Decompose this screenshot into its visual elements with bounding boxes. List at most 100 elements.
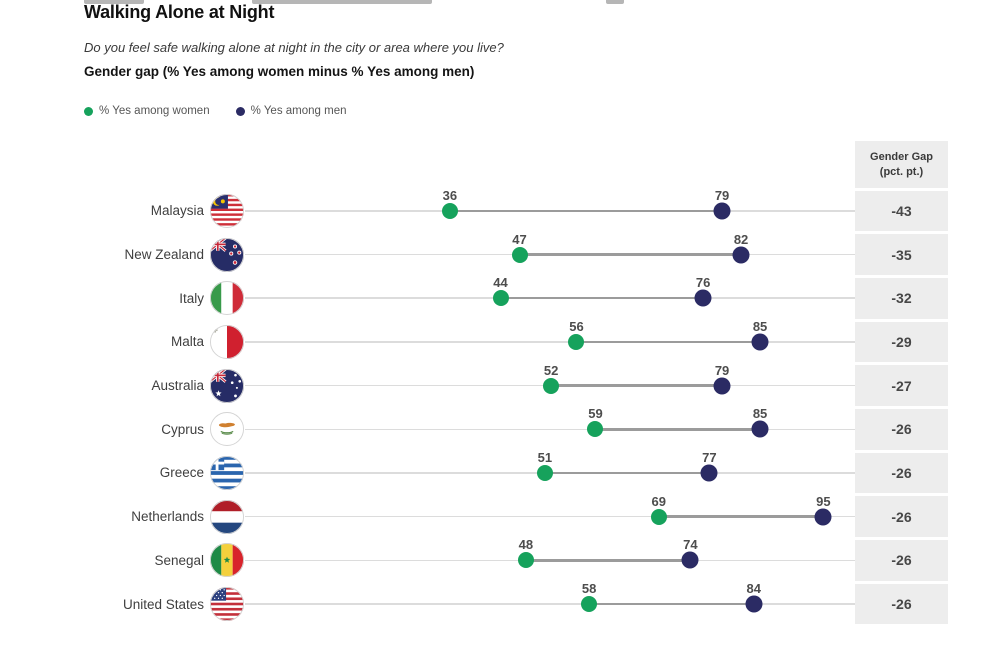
gap-header-line2: (pct. pt.) <box>879 165 924 178</box>
women-value-label: 36 <box>442 187 458 203</box>
row-plot-area: 51 77 <box>222 449 855 495</box>
country-row: Netherlands 69 95 -26 <box>0 493 1000 539</box>
dumbbell-connector <box>519 253 742 256</box>
gap-column-header: Gender Gap (pct. pt.) <box>855 141 948 188</box>
women-value-label: 56 <box>569 318 584 334</box>
country-label: Greece <box>159 465 204 481</box>
measure-label: Gender gap (% Yes among women minus % Ye… <box>84 64 475 79</box>
women-value-dot <box>517 552 534 569</box>
women-value-label: 44 <box>493 275 508 291</box>
row-plot-area: 47 82 <box>222 231 855 277</box>
men-value-dot <box>694 289 712 307</box>
gap-header-line1: Gender Gap <box>870 150 933 163</box>
women-value-label: 51 <box>537 449 553 465</box>
clipped-text-remnant <box>252 0 432 4</box>
women-value-dot <box>441 202 458 219</box>
men-value-dot <box>751 420 769 438</box>
gap-value-cell: -26 <box>855 496 948 537</box>
women-value-label: 69 <box>651 493 666 509</box>
women-value-dot <box>650 508 667 525</box>
legend-item-women: % Yes among women <box>84 105 210 117</box>
country-row: Greece 51 77 -26 <box>0 449 1000 495</box>
men-value-dot <box>713 377 731 395</box>
country-row: Senegal 48 74 -26 <box>0 537 1000 583</box>
country-row: Italy 44 76 -32 <box>0 275 1000 320</box>
dumbbell-connector <box>544 471 710 475</box>
row-track-line <box>245 515 855 518</box>
country-label: Cyprus <box>161 421 204 437</box>
men-legend-dot-icon <box>235 106 245 116</box>
row-plot-area: 48 74 <box>222 537 855 583</box>
men-value-label: 84 <box>746 581 761 597</box>
women-legend-dot-icon <box>84 106 93 116</box>
row-plot-area: 59 85 <box>222 406 855 451</box>
gap-value-cell: -32 <box>855 277 948 319</box>
men-value-dot <box>713 202 731 220</box>
dumbbell-connector <box>449 209 723 213</box>
men-value-dot <box>732 246 750 264</box>
men-value-label: 85 <box>752 318 768 334</box>
country-label: New Zealand <box>124 247 204 263</box>
dumbbell-connector <box>525 559 691 562</box>
country-label: Italy <box>179 290 204 306</box>
row-plot-area: 52 79 <box>222 362 855 408</box>
men-value-dot <box>751 333 769 351</box>
dumbbell-connector <box>589 602 754 606</box>
row-plot-area: 56 85 <box>222 318 855 364</box>
gap-value-cell: -26 <box>855 408 948 450</box>
dumbbell-connector <box>595 428 761 431</box>
row-track-line <box>245 603 855 605</box>
legend: % Yes among women % Yes among men <box>84 105 347 117</box>
women-value-label: 58 <box>581 581 597 597</box>
men-value-dot <box>700 464 718 482</box>
gap-value-cell: -29 <box>855 321 948 363</box>
women-value-dot <box>536 464 553 481</box>
men-value-label: 82 <box>733 231 749 247</box>
country-label: Senegal <box>154 552 204 568</box>
country-label: Malaysia <box>150 203 204 219</box>
women-value-dot <box>581 596 598 613</box>
women-value-dot <box>492 290 509 307</box>
country-row: New Zealand 47 82 -35 <box>0 231 1000 277</box>
country-label: Netherlands <box>131 509 204 525</box>
chart-rows: Malaysia 36 79 -43 New Zealand 47 82 -35 <box>0 187 1000 626</box>
gap-value-cell: -27 <box>855 365 948 406</box>
dumbbell-connector <box>576 340 761 344</box>
women-value-label: 48 <box>518 537 534 553</box>
country-row: United States 58 84 -26 <box>0 581 1000 626</box>
dumbbell-connector <box>658 515 824 518</box>
survey-question: Do you feel safe walking alone at night … <box>84 40 504 55</box>
men-value-label: 79 <box>714 362 730 378</box>
women-value-dot <box>543 377 560 394</box>
legend-label-men: % Yes among men <box>250 105 347 117</box>
men-value-dot <box>814 508 832 526</box>
gap-value-cell: -26 <box>855 452 948 494</box>
women-value-label: 47 <box>512 231 527 247</box>
dumbbell-connector <box>500 296 704 300</box>
gap-value-cell: -35 <box>855 234 948 275</box>
women-value-label: 59 <box>588 406 603 422</box>
legend-label-women: % Yes among women <box>99 105 210 117</box>
country-label: Australia <box>151 378 204 394</box>
country-label: United States <box>122 596 204 612</box>
clipped-text-remnant <box>84 0 144 4</box>
country-row: Cyprus 59 85 -26 <box>0 406 1000 451</box>
women-value-dot <box>511 246 528 263</box>
gap-value-cell: -26 <box>855 583 948 625</box>
women-value-dot <box>568 333 585 350</box>
legend-item-men: % Yes among men <box>235 105 347 117</box>
men-value-dot <box>745 595 763 613</box>
men-value-label: 76 <box>695 275 711 291</box>
men-value-label: 77 <box>702 449 717 465</box>
country-label: Malta <box>170 334 204 350</box>
gap-value-cell: -43 <box>855 190 948 232</box>
country-row: Malaysia 36 79 -43 <box>0 187 1000 233</box>
country-row: Malta 56 85 -29 <box>0 318 1000 364</box>
row-plot-area: 69 95 <box>222 493 855 539</box>
men-value-label: 79 <box>714 187 730 203</box>
women-value-dot <box>587 421 604 438</box>
women-value-label: 52 <box>543 362 559 378</box>
row-plot-area: 58 84 <box>222 581 855 626</box>
men-value-dot <box>681 551 699 569</box>
